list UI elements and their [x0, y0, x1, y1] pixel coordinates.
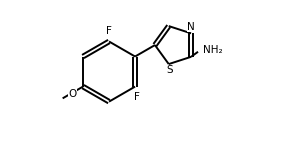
Text: S: S — [167, 65, 173, 75]
Text: NH₂: NH₂ — [203, 45, 223, 55]
Text: F: F — [106, 26, 112, 36]
Text: F: F — [133, 92, 140, 102]
Text: N: N — [187, 22, 195, 32]
Text: O: O — [68, 89, 77, 99]
